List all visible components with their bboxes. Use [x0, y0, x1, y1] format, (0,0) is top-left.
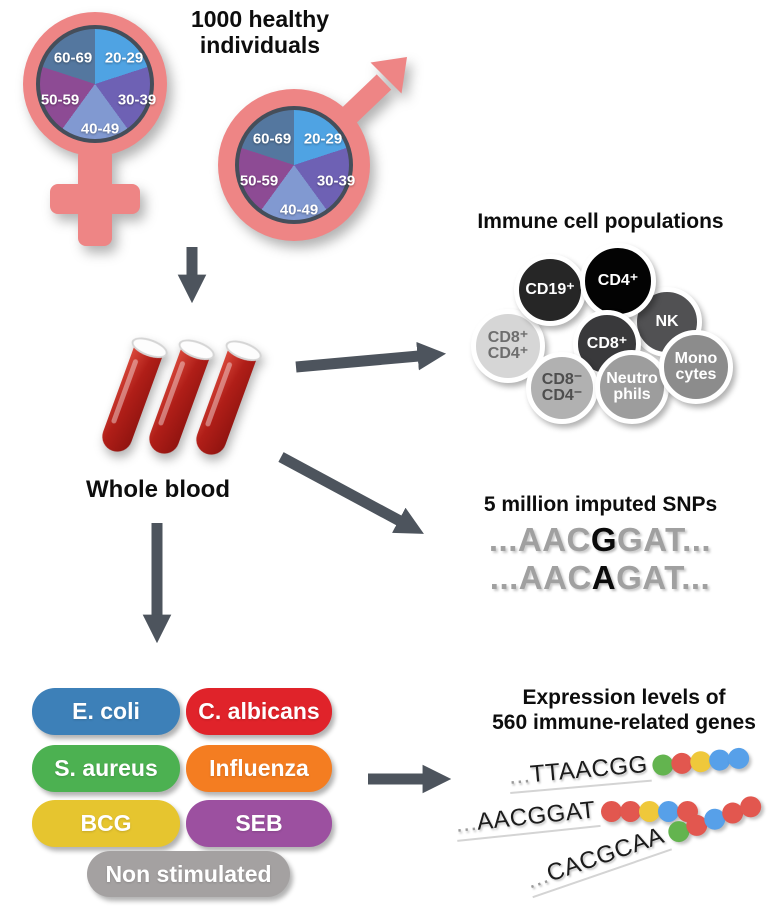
snp-variant-letter: G — [590, 521, 618, 558]
female-age-pie-chart: 20-29 30-39 40-49 50-59 60-69 — [36, 25, 157, 143]
cohort-title-line1: 1000 healthy — [190, 6, 330, 32]
female-symbol-stem — [78, 148, 112, 246]
gene-sequence-text: ...AACGGAT — [454, 796, 601, 842]
stimulus-influenza: Influenza — [186, 745, 332, 792]
stimulus-non-stimulated: Non stimulated — [87, 851, 290, 897]
expression-section-title: Expression levels of 560 immune-related … — [474, 685, 771, 735]
age-slice-label: 50-59 — [40, 91, 80, 109]
expression-dot — [657, 801, 679, 822]
whole-blood-label: Whole blood — [86, 476, 230, 503]
cohort-title-line2: individuals — [199, 32, 321, 58]
cohort-title: 1000 healthy individuals — [150, 6, 370, 58]
stimulus-ecoli: E. coli — [32, 688, 180, 735]
stimulus-seb: SEB — [186, 800, 332, 847]
expression-dot — [619, 801, 641, 822]
cell-circle-monocytes: Mono cytes — [659, 330, 733, 404]
male-symbol-arrow — [330, 57, 407, 134]
expression-title-line2: 560 immune-related genes — [492, 711, 756, 734]
immune-section-title: Immune cell populations — [477, 210, 724, 233]
gene-sequence-row: ...TTAACGG — [507, 742, 751, 794]
stimulus-saureus: S. aureus — [32, 745, 180, 792]
age-slice-label: 30-39 — [316, 172, 356, 190]
age-slice-label: 40-49 — [279, 201, 319, 219]
male-age-pie-chart: 20-29 30-39 40-49 50-59 60-69 — [235, 106, 356, 224]
female-symbol-crossbar — [50, 184, 140, 214]
snp-sequence-post: GAT... — [617, 521, 712, 558]
snp-section-title: 5 million imputed SNPs — [483, 493, 718, 516]
age-slice-label: 50-59 — [239, 172, 279, 190]
expression-dot — [727, 747, 751, 770]
expression-dot-strip — [651, 747, 751, 777]
age-slice-label: 60-69 — [53, 49, 93, 67]
male-ring — [218, 89, 370, 241]
age-slice-label: 30-39 — [117, 91, 157, 109]
expression-title-line1: Expression levels of — [522, 686, 726, 709]
age-slice-label: 60-69 — [252, 130, 292, 148]
arrow-blood-to-snps — [278, 452, 424, 534]
stimulus-bcg: BCG — [32, 800, 180, 847]
gene-sequence-text: ...TTAACGG — [507, 750, 653, 794]
expression-dot — [638, 801, 660, 822]
snp-variant-letter: A — [591, 559, 617, 596]
stimulus-calbicans: C. albicans — [186, 688, 332, 735]
age-slice-label: 20-29 — [303, 130, 343, 148]
cell-circle-neutrophils: Neutro phils — [595, 350, 669, 424]
age-slice-label: 40-49 — [80, 120, 120, 138]
female-ring — [23, 12, 167, 156]
age-slice-label: 20-29 — [104, 49, 144, 67]
snp-sequence-pre: ...AAC — [489, 559, 592, 596]
cell-circle-cd8neg-cd4neg: CD8⁻ CD4⁻ — [526, 352, 598, 424]
arrow-blood-to-cells — [295, 341, 447, 373]
snp-sequence-row: ...AACAGAT... — [430, 559, 770, 597]
cell-circle-cd4: CD4⁺ — [580, 243, 656, 319]
snp-sequence-post: GAT... — [616, 559, 711, 596]
snp-sequence-row: ...AACGGAT... — [430, 521, 770, 559]
cell-circle-cd19: CD19⁺ — [514, 254, 586, 326]
snp-sequence-pre: ...AAC — [488, 521, 591, 558]
expression-dot — [600, 801, 622, 822]
